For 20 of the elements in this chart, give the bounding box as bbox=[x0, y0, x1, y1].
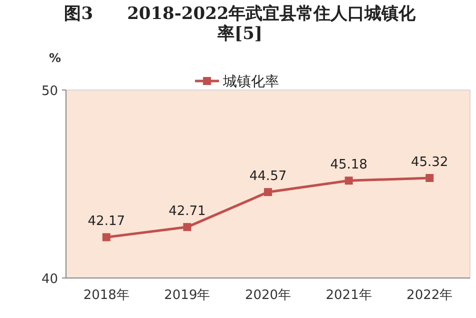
x-tick-label: 2022年 bbox=[406, 288, 453, 303]
data-label: 42.71 bbox=[168, 204, 206, 220]
point bbox=[426, 174, 434, 182]
x-tick-label: 2019年 bbox=[164, 288, 210, 303]
legend-label: 城镇化率 bbox=[222, 74, 279, 90]
point bbox=[264, 188, 272, 196]
data-label: 45.32 bbox=[410, 154, 448, 170]
data-label: 44.57 bbox=[249, 169, 287, 184]
point bbox=[183, 223, 192, 232]
x-tick-label: 2018年 bbox=[83, 288, 130, 303]
data-label: 45.18 bbox=[330, 158, 368, 173]
y-tick-label: 40 bbox=[41, 272, 58, 287]
point bbox=[344, 176, 353, 185]
x-tick-label: 2021年 bbox=[326, 288, 372, 303]
y-axis-title: % bbox=[48, 51, 62, 65]
x-tick-label: 2020年 bbox=[244, 288, 292, 303]
point bbox=[102, 233, 110, 242]
y-tick-label: 50 bbox=[41, 84, 58, 99]
data-label: 42.17 bbox=[88, 214, 126, 230]
chart-title: 图3 2018-2022年武宜县常住人口城镇化率[5] bbox=[63, 4, 417, 44]
